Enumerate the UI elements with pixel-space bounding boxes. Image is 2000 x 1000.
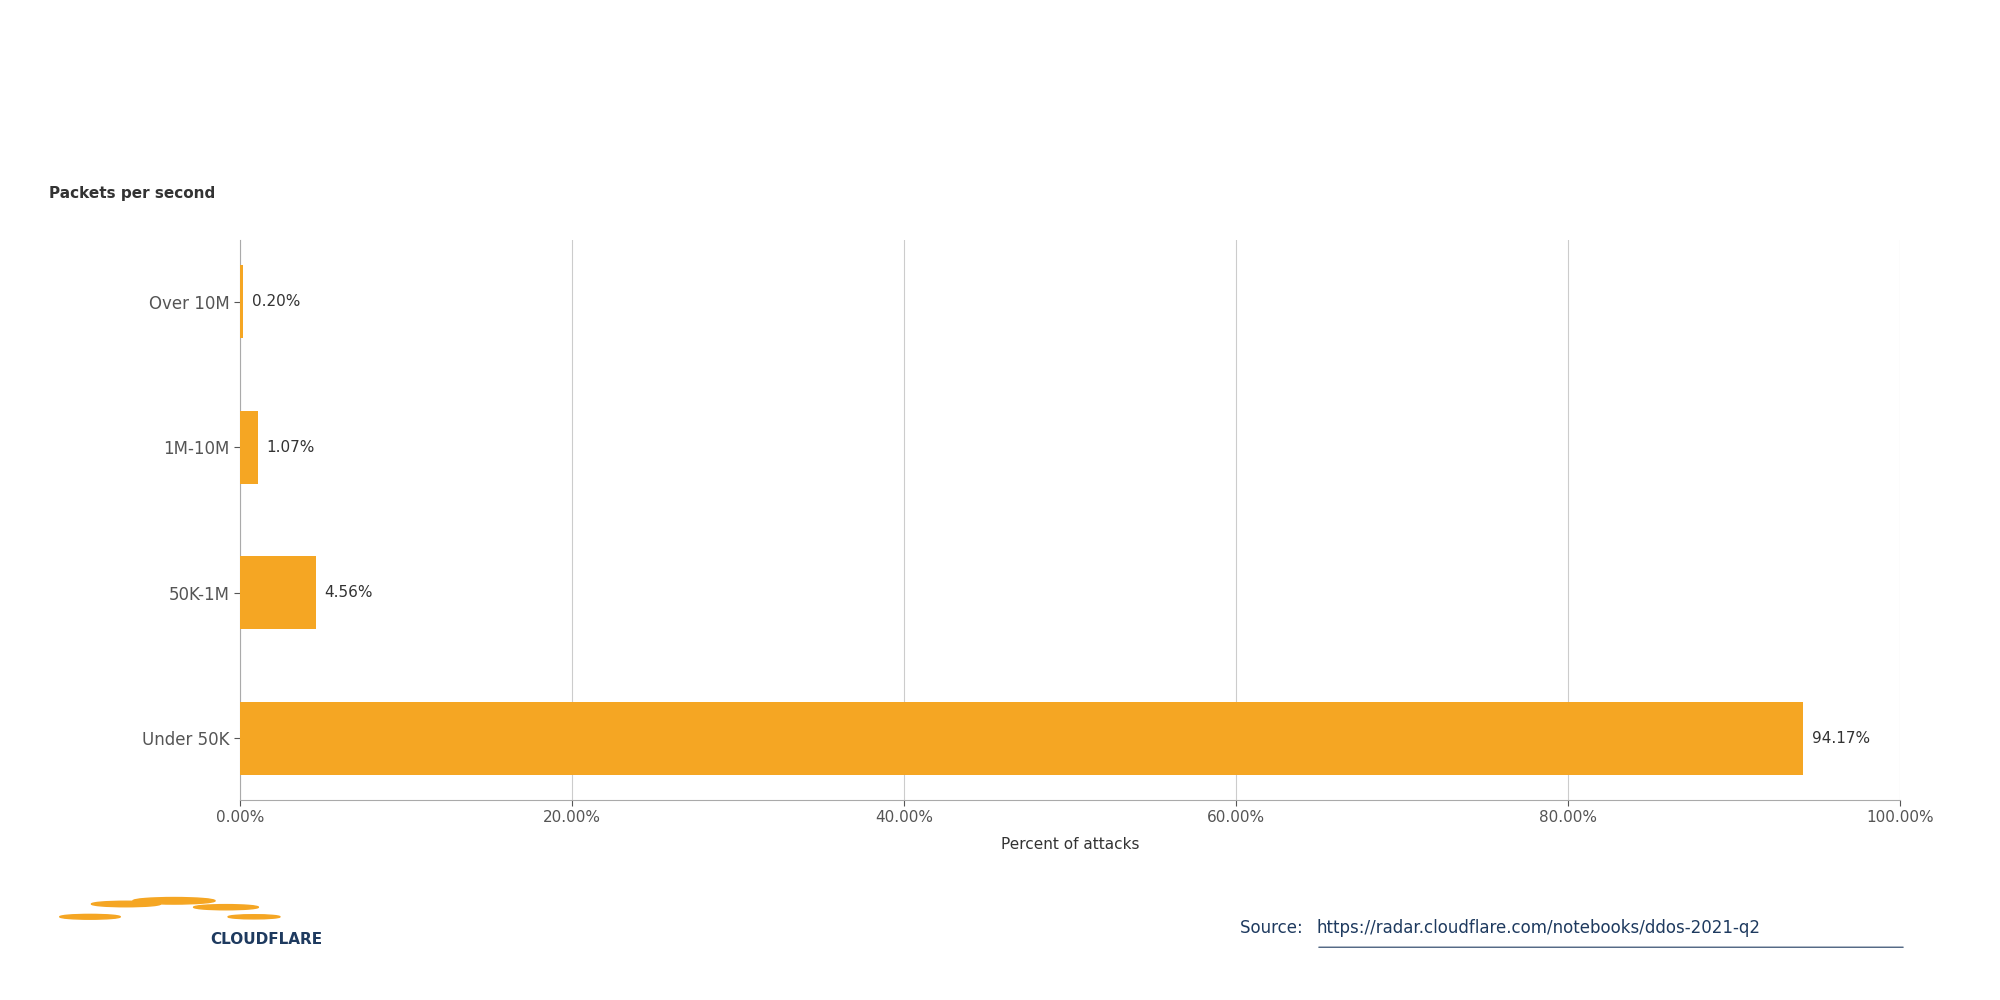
Text: Source:: Source: bbox=[1240, 919, 1308, 937]
X-axis label: Percent of attacks: Percent of attacks bbox=[1000, 837, 1140, 852]
Circle shape bbox=[60, 914, 120, 919]
Bar bbox=[240, 556, 316, 629]
Bar bbox=[240, 411, 258, 484]
Circle shape bbox=[194, 905, 258, 910]
Text: https://radar.cloudflare.com/notebooks/ddos-2021-q2: https://radar.cloudflare.com/notebooks/d… bbox=[1316, 919, 1760, 937]
Circle shape bbox=[132, 898, 216, 904]
Text: Packets per second: Packets per second bbox=[50, 186, 216, 201]
Circle shape bbox=[92, 901, 160, 907]
Text: 4.56%: 4.56% bbox=[324, 585, 372, 600]
Bar bbox=[240, 265, 244, 338]
Text: 0.20%: 0.20% bbox=[252, 294, 300, 309]
Text: 1.07%: 1.07% bbox=[266, 440, 314, 455]
Bar bbox=[240, 702, 1804, 775]
Text: Network-layer DDoS attacks: Distribution by packet rate: Network-layer DDoS attacks: Distribution… bbox=[60, 71, 1298, 109]
Text: 94.17%: 94.17% bbox=[1812, 731, 1870, 746]
Text: CLOUDFLARE: CLOUDFLARE bbox=[210, 932, 322, 947]
Circle shape bbox=[228, 915, 280, 919]
